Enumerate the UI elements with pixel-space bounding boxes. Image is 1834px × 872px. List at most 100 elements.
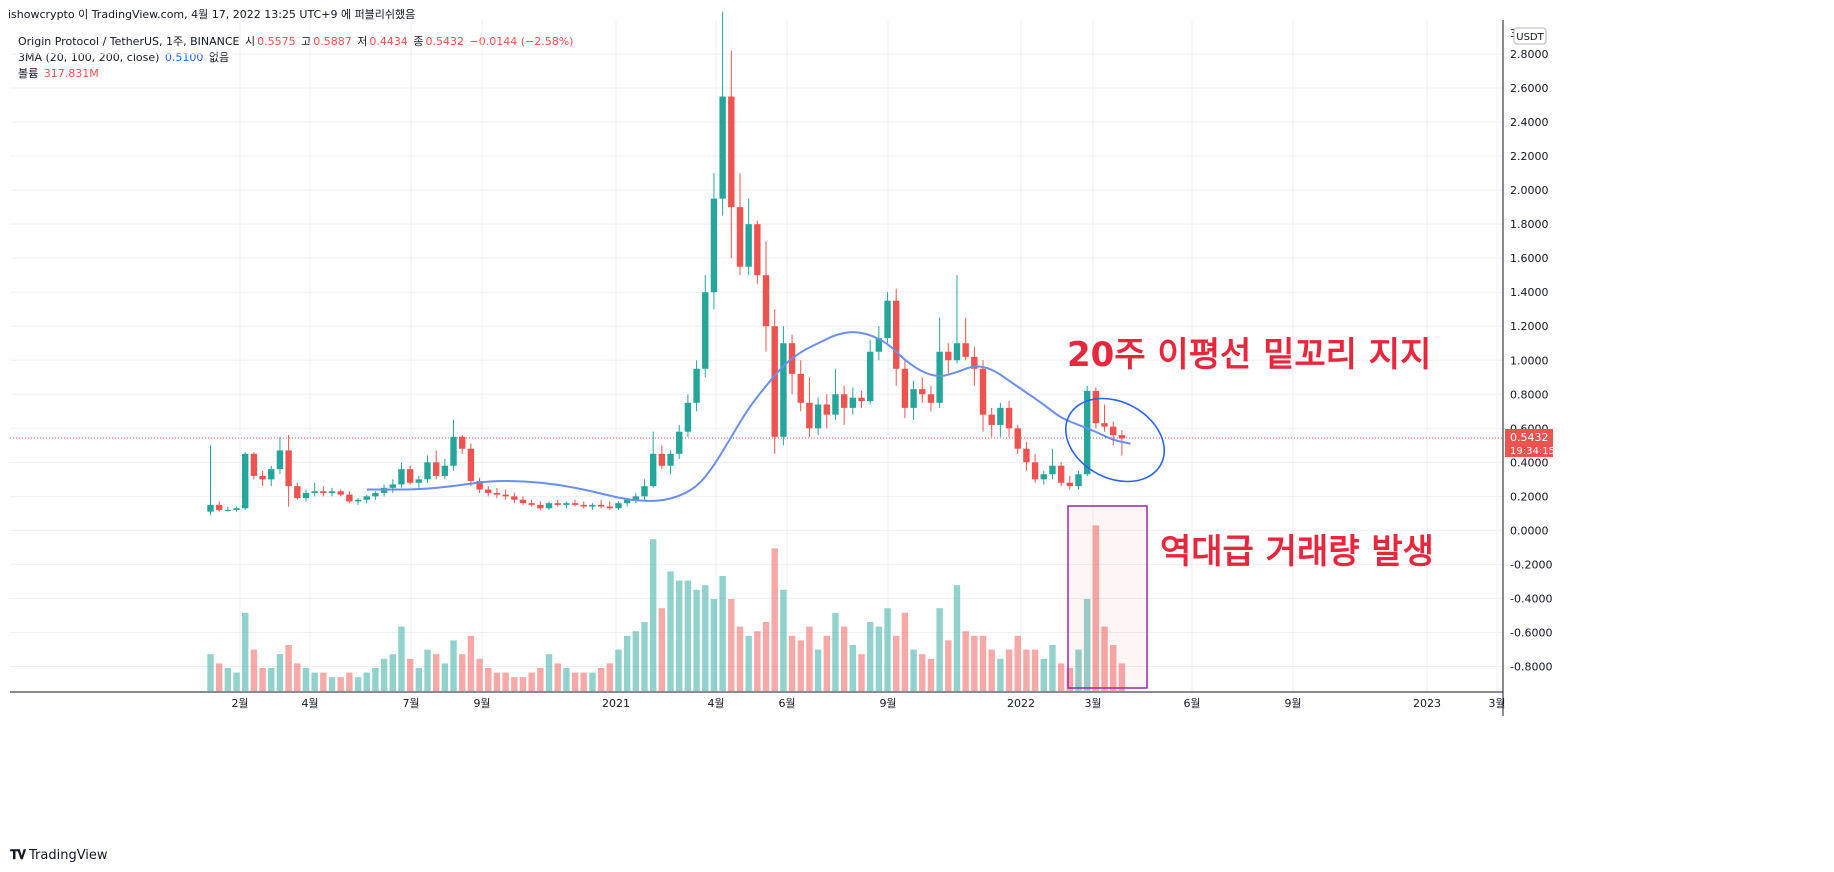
tradingview-logo-icon: 𝐓𝐕: [10, 848, 26, 863]
volume-highlight-box: [1067, 505, 1148, 689]
volume-bar: [233, 672, 240, 691]
time-tick-label: 2023: [1413, 697, 1441, 710]
candle-body: [1083, 390, 1091, 475]
volume-bar: [511, 677, 518, 691]
candle-body: [641, 486, 648, 497]
legend-open-label: 시: [245, 35, 256, 48]
volume-bar: [285, 645, 292, 691]
price-tick-label: 2.6000: [1510, 82, 1549, 95]
volume-bar: [893, 635, 900, 691]
volume-bar: [346, 672, 353, 691]
price-tick-label: 2.0000: [1510, 184, 1549, 197]
volume-bar: [823, 635, 830, 691]
volume-bar: [215, 663, 223, 691]
legend-ohlc-row: Origin Protocol / TetherUS, 1주, BINANCE …: [18, 34, 575, 50]
legend-volume-row[interactable]: 볼륨 317.831M: [18, 66, 575, 82]
legend-symbol[interactable]: Origin Protocol / TetherUS, 1주, BINANCE: [18, 35, 240, 48]
volume-bar: [858, 654, 865, 691]
volume-bar: [450, 640, 457, 691]
candle-body: [1101, 423, 1108, 427]
candle-body: [537, 504, 544, 509]
volume-bar: [1049, 645, 1056, 691]
volume-bar: [979, 635, 987, 691]
volume-bar: [658, 608, 666, 691]
volume-bar: [797, 640, 804, 691]
candle-body: [667, 453, 674, 466]
support-ellipse: [1064, 397, 1166, 483]
price-tick-label: 0.8000: [1510, 388, 1549, 401]
candle-body: [389, 484, 396, 488]
candle-body: [302, 492, 310, 499]
volume-bar: [910, 649, 917, 691]
volume-bar: [788, 635, 796, 691]
volume-bar: [537, 668, 544, 691]
candle-body: [398, 469, 405, 485]
volume-bar: [459, 654, 466, 691]
price-tick-label: -0.8000: [1510, 660, 1552, 673]
legend-change: −0.0144 (−2.58%): [469, 35, 574, 48]
volume-bar: [415, 668, 423, 691]
candle-body: [806, 402, 813, 429]
candle-body: [259, 475, 266, 480]
volume-bar: [406, 658, 414, 691]
currency-badge[interactable]: USDT: [1513, 27, 1547, 45]
legend-close-label: 종: [413, 35, 424, 48]
volume-bar: [745, 635, 752, 691]
volume-bar: [554, 663, 561, 691]
legend-low-value: 0.4434: [369, 35, 408, 48]
volume-bar: [780, 589, 787, 691]
candle-body: [710, 198, 718, 293]
volume-bar: [250, 649, 258, 691]
volume-bar: [667, 571, 674, 691]
time-tick-label: 2022: [1007, 697, 1035, 710]
candle-body: [736, 207, 744, 267]
volume-bar: [563, 668, 570, 691]
volume-bar: [580, 672, 587, 691]
candle-body: [1110, 426, 1117, 436]
volume-bar: [380, 658, 388, 691]
time-tick-label: 9월: [879, 697, 896, 710]
price-tick-label: 0.4000: [1510, 456, 1549, 469]
legend-high-label: 고: [301, 35, 312, 48]
candle-body: [745, 224, 752, 267]
volume-bar: [1092, 525, 1100, 691]
volume-bar: [710, 599, 718, 691]
candle-body: [780, 343, 787, 437]
candle-body: [563, 503, 570, 505]
candle-body: [337, 491, 344, 495]
candle-body: [919, 389, 926, 395]
volume-bars: [207, 525, 1126, 691]
time-tick-label: 4월: [301, 697, 318, 710]
volume-bar: [354, 677, 362, 691]
candle-body: [1049, 465, 1056, 475]
tradingview-logo[interactable]: 𝐓𝐕 TradingView: [10, 848, 108, 863]
legend-volume-label: 볼륨: [18, 67, 39, 80]
candle-body: [528, 503, 535, 505]
volume-bar: [432, 654, 440, 691]
price-tick-label: 1.4000: [1510, 286, 1549, 299]
volume-bar: [606, 663, 613, 691]
candle-body: [294, 486, 301, 499]
price-axis[interactable]: 2.8000 2.6000 2.4000 2.2000 2.0000 1.8000 1.60…: [1510, 27, 1552, 673]
candle-body: [320, 491, 327, 493]
volume-bar: [901, 612, 909, 691]
volume-bar: [875, 626, 883, 691]
volume-bar: [545, 654, 553, 691]
candle-body: [363, 496, 370, 500]
volume-bar: [502, 672, 509, 691]
time-axis[interactable]: 2월 4월 7월 9월 2021 4월 6월 9월 2022 3월 6월 9월 2023 3월: [231, 697, 1505, 710]
volume-bar: [476, 658, 483, 691]
candle-body: [242, 453, 249, 509]
price-tick-label: -0.4000: [1510, 592, 1552, 605]
candle-body: [823, 404, 830, 415]
candle-body: [615, 503, 622, 509]
volume-bar: [372, 668, 379, 691]
price-tick-label: 1.0000: [1510, 354, 1549, 367]
candle-body: [406, 469, 414, 483]
currency-badge-box: [1513, 27, 1547, 45]
volume-bar: [1083, 599, 1091, 691]
volume-bar: [441, 663, 449, 691]
volume-bar: [1023, 649, 1030, 691]
candle-body: [936, 351, 943, 403]
